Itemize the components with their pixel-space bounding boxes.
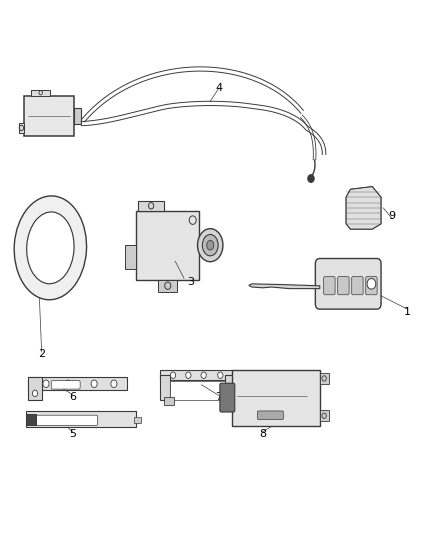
Bar — [19, 123, 24, 133]
Ellipse shape — [207, 240, 214, 250]
Bar — [320, 410, 328, 421]
FancyBboxPatch shape — [258, 411, 283, 419]
Bar — [232, 370, 320, 426]
FancyBboxPatch shape — [324, 277, 335, 295]
Bar — [170, 381, 225, 400]
Text: 6: 6 — [69, 392, 76, 402]
Bar — [225, 375, 234, 400]
Circle shape — [170, 372, 176, 378]
Circle shape — [32, 390, 38, 397]
Text: 7: 7 — [215, 392, 223, 402]
Bar — [125, 245, 136, 269]
Text: 4: 4 — [215, 83, 223, 93]
Circle shape — [367, 278, 376, 289]
Bar — [164, 397, 174, 405]
Text: 8: 8 — [259, 430, 266, 439]
Bar — [320, 373, 328, 384]
Bar — [26, 414, 36, 425]
Ellipse shape — [198, 229, 223, 262]
Bar — [160, 375, 170, 400]
Circle shape — [218, 372, 223, 378]
Circle shape — [43, 380, 49, 387]
Polygon shape — [346, 187, 381, 229]
Circle shape — [308, 175, 314, 182]
Bar — [136, 211, 199, 280]
Bar — [138, 201, 164, 211]
Bar — [134, 417, 141, 423]
Bar — [74, 108, 81, 124]
Bar — [221, 397, 231, 405]
FancyBboxPatch shape — [352, 277, 363, 295]
Text: 3: 3 — [187, 278, 194, 287]
Text: 1: 1 — [404, 307, 411, 317]
FancyBboxPatch shape — [366, 277, 377, 295]
FancyBboxPatch shape — [220, 383, 235, 412]
Ellipse shape — [202, 235, 218, 256]
FancyBboxPatch shape — [338, 277, 349, 295]
Ellipse shape — [27, 212, 74, 284]
Circle shape — [111, 380, 117, 387]
Circle shape — [91, 380, 97, 387]
FancyBboxPatch shape — [51, 381, 80, 389]
Bar — [160, 370, 234, 380]
Bar — [28, 377, 127, 390]
FancyBboxPatch shape — [34, 415, 98, 425]
Circle shape — [201, 372, 206, 378]
FancyBboxPatch shape — [315, 259, 381, 309]
Bar — [158, 280, 177, 292]
Polygon shape — [249, 284, 320, 289]
Text: 5: 5 — [69, 430, 76, 439]
Bar — [28, 377, 42, 400]
Text: 9: 9 — [389, 211, 396, 221]
FancyBboxPatch shape — [24, 96, 74, 136]
Ellipse shape — [14, 196, 87, 300]
Circle shape — [65, 380, 71, 387]
Circle shape — [186, 372, 191, 378]
Bar — [31, 90, 50, 96]
Bar — [26, 411, 136, 427]
Text: 2: 2 — [38, 350, 45, 359]
